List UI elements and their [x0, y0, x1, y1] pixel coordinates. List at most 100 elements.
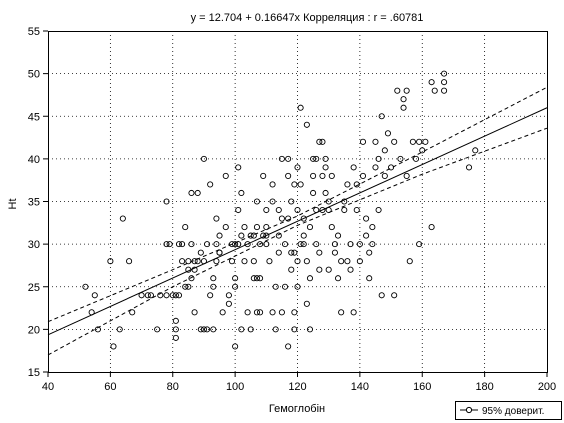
y-axis-label: Ht [7, 199, 19, 210]
data-point [163, 198, 170, 205]
data-point [257, 275, 264, 282]
data-point [394, 87, 401, 94]
data-point [179, 241, 186, 248]
data-point [250, 232, 257, 239]
data-point [238, 232, 245, 239]
data-point [269, 181, 276, 188]
data-point [465, 164, 473, 171]
data-point [204, 241, 211, 248]
data-point [297, 181, 304, 188]
data-point [369, 224, 376, 231]
x-tick-label: 140 [351, 381, 369, 393]
data-point [238, 326, 245, 333]
data-point [325, 266, 332, 273]
data-point [363, 232, 370, 239]
data-point [222, 172, 229, 179]
data-point [172, 334, 179, 341]
data-point [422, 138, 429, 145]
data-point [403, 87, 410, 94]
data-point [182, 283, 189, 290]
data-point [428, 224, 435, 231]
data-point [216, 249, 223, 256]
data-point [241, 258, 248, 265]
data-point [310, 172, 317, 179]
data-point [356, 241, 363, 248]
data-point [316, 138, 323, 145]
data-point [319, 172, 326, 179]
data-point [185, 258, 192, 265]
data-point [285, 172, 292, 179]
data-point [303, 121, 310, 128]
data-point [375, 155, 382, 162]
data-point [397, 155, 404, 162]
data-point [388, 164, 395, 171]
data-point [250, 258, 257, 265]
data-point [303, 258, 310, 265]
data-point [169, 292, 176, 299]
data-point [319, 138, 326, 145]
data-point [182, 224, 189, 231]
data-point [225, 292, 232, 299]
data-point [269, 309, 276, 316]
data-point [275, 249, 282, 256]
data-point [275, 232, 282, 239]
data-point [353, 181, 360, 188]
data-point [172, 317, 179, 324]
data-point [235, 164, 242, 171]
data-point [225, 300, 232, 307]
data-point [325, 198, 332, 205]
data-point [306, 224, 314, 231]
data-point [288, 266, 295, 273]
data-point [359, 172, 367, 179]
y-tick-label: 15 [28, 367, 40, 379]
data-point [219, 309, 226, 316]
y-axis-ticks: 15 20 25 30 35 40 45 50 55 [28, 26, 48, 379]
data-point [372, 138, 379, 145]
data-point [232, 241, 239, 248]
data-point [210, 275, 217, 282]
y-tick-label: 45 [28, 111, 40, 123]
data-point [356, 258, 363, 265]
data-point [291, 249, 298, 256]
data-point [331, 249, 338, 256]
data-point [366, 275, 373, 282]
data-point [300, 232, 307, 239]
data-point [163, 292, 170, 299]
data-point [350, 164, 357, 171]
data-point [232, 275, 239, 282]
regression-line [47, 107, 548, 336]
data-point [384, 130, 391, 137]
data-point [275, 206, 282, 214]
data-point [344, 258, 351, 265]
data-point [194, 258, 201, 265]
data-point [191, 309, 198, 316]
data-point [116, 326, 123, 333]
data-point [250, 275, 257, 282]
data-point [300, 241, 307, 248]
data-point [253, 275, 261, 282]
data-point [428, 79, 435, 86]
data-point [441, 87, 448, 94]
data-point [200, 155, 207, 162]
data-point [347, 241, 354, 248]
data-point [350, 309, 357, 316]
data-point [216, 232, 223, 239]
data-point [322, 164, 329, 171]
data-point [188, 189, 195, 197]
data-point [263, 241, 270, 248]
y-tick-label: 30 [28, 239, 40, 251]
regression-line-group [47, 107, 548, 336]
y-tick-label: 20 [28, 324, 40, 336]
data-point [285, 155, 292, 162]
data-point [334, 275, 342, 282]
data-point [288, 198, 295, 205]
data-point [185, 283, 192, 290]
data-point [272, 283, 279, 290]
data-point [235, 241, 242, 248]
data-point [253, 224, 261, 231]
data-point [294, 258, 301, 265]
data-point [228, 258, 236, 265]
data-point [416, 241, 423, 248]
x-tick-label: 180 [475, 381, 493, 393]
data-point [378, 113, 385, 120]
